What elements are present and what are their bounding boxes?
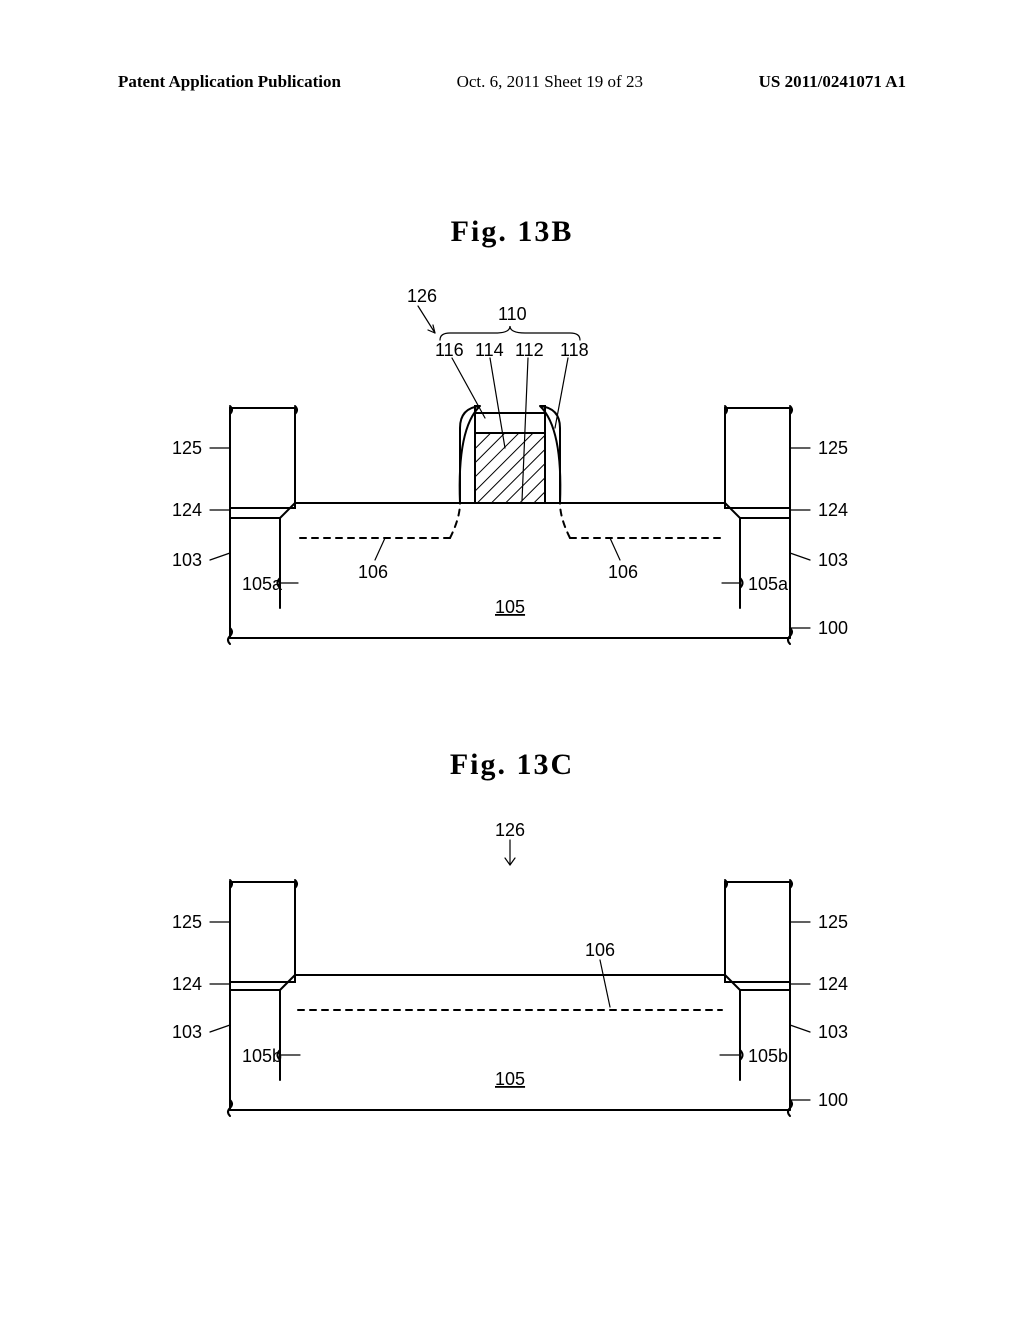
label-105: 105 xyxy=(495,597,525,617)
header-left: Patent Application Publication xyxy=(118,72,341,92)
label-124-left: 124 xyxy=(172,974,202,994)
label-125-right: 125 xyxy=(818,438,848,458)
label-106-right: 106 xyxy=(608,562,638,582)
label-105b-left: 105b xyxy=(242,1046,282,1066)
label-105a-left: 105a xyxy=(242,574,283,594)
label-105b-right: 105b xyxy=(748,1046,788,1066)
label-106: 106 xyxy=(585,940,615,960)
label-112: 112 xyxy=(515,340,544,360)
label-103-left: 103 xyxy=(172,1022,202,1042)
label-106-left: 106 xyxy=(358,562,388,582)
label-105a-right: 105a xyxy=(748,574,789,594)
label-124-left: 124 xyxy=(172,500,202,520)
label-116: 116 xyxy=(435,340,464,360)
label-100: 100 xyxy=(818,618,848,638)
label-124-right: 124 xyxy=(818,974,848,994)
label-124-right: 124 xyxy=(818,500,848,520)
label-105: 105 xyxy=(495,1069,525,1089)
label-110: 110 xyxy=(498,304,527,324)
label-125-left: 125 xyxy=(172,912,202,932)
label-125-right: 125 xyxy=(818,912,848,932)
label-114: 114 xyxy=(475,340,504,360)
figure-13c: 126 106 125 125 124 124 103 103 105b 105… xyxy=(150,810,870,1135)
figure-13b-title: Fig. 13B xyxy=(0,215,1024,249)
label-126: 126 xyxy=(495,820,525,840)
label-126: 126 xyxy=(407,286,437,306)
figure-13b: 126 110 116 114 112 118 125 125 124 124 … xyxy=(150,278,870,663)
label-125-left: 125 xyxy=(172,438,202,458)
label-103-right: 103 xyxy=(818,1022,848,1042)
header-right: US 2011/0241071 A1 xyxy=(759,72,906,92)
label-100: 100 xyxy=(818,1090,848,1110)
label-118: 118 xyxy=(560,340,589,360)
label-103-left: 103 xyxy=(172,550,202,570)
page-header: Patent Application Publication Oct. 6, 2… xyxy=(0,72,1024,92)
label-103-right: 103 xyxy=(818,550,848,570)
figure-13c-title: Fig. 13C xyxy=(0,748,1024,782)
header-mid: Oct. 6, 2011 Sheet 19 of 23 xyxy=(457,72,643,92)
